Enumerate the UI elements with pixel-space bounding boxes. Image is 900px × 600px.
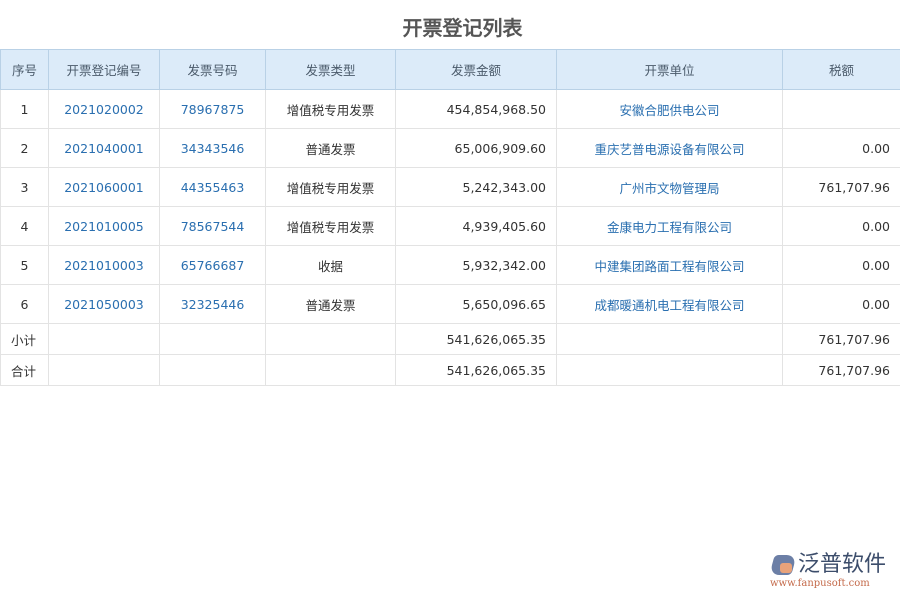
issuing-unit[interactable]: 重庆艺普电源设备有限公司 — [556, 128, 783, 168]
empty-cell — [48, 323, 160, 355]
invoice-amount: 5,932,342.00 — [395, 245, 557, 285]
register-number[interactable]: 2021040001 — [48, 128, 160, 168]
row-index: 1 — [0, 89, 49, 129]
tax-amount: 0.00 — [782, 284, 900, 324]
row-index: 4 — [0, 206, 49, 246]
issuing-unit[interactable]: 金康电力工程有限公司 — [556, 206, 783, 246]
empty-cell — [556, 354, 783, 386]
table-row[interactable]: 2 2021040001 34343546 普通发票 65,006,909.60 重庆艺普… — [0, 128, 900, 168]
invoice-number[interactable]: 65766687 — [159, 245, 266, 285]
total-tax: 761,707.96 — [782, 354, 900, 386]
invoice-number[interactable]: 32325446 — [159, 284, 266, 324]
table-row[interactable]: 3 2021060001 44355463 增值税专用发票 5,242,343.00 广州… — [0, 167, 900, 207]
column-header[interactable]: 开票登记编号 — [48, 49, 160, 90]
row-index: 3 — [0, 167, 49, 207]
invoice-number[interactable]: 78967875 — [159, 89, 266, 129]
register-number[interactable]: 2021010003 — [48, 245, 160, 285]
invoice-type: 普通发票 — [265, 128, 396, 168]
empty-cell — [159, 354, 266, 386]
logo-name: 泛普软件 — [798, 552, 887, 577]
table-row[interactable]: 5 2021010003 65766687 收据 5,932,342.00 中建集团路面工… — [0, 245, 900, 285]
invoice-number[interactable]: 78567544 — [159, 206, 266, 246]
column-header[interactable]: 发票金额 — [395, 49, 557, 90]
register-number[interactable]: 2021020002 — [48, 89, 160, 129]
invoice-number[interactable]: 44355463 — [159, 167, 266, 207]
issuing-unit[interactable]: 广州市文物管理局 — [556, 167, 783, 207]
register-number[interactable]: 2021050003 — [48, 284, 160, 324]
table-row[interactable]: 4 2021010005 78567544 增值税专用发票 4,939,405.60 金康… — [0, 206, 900, 246]
total-amount: 541,626,065.35 — [395, 354, 557, 386]
invoice-amount: 454,854,968.50 — [395, 89, 557, 129]
invoice-number[interactable]: 34343546 — [159, 128, 266, 168]
total-label: 合计 — [0, 354, 49, 386]
empty-cell — [159, 323, 266, 355]
tax-amount: 761,707.96 — [782, 167, 900, 207]
empty-cell — [556, 323, 783, 355]
subtotal-row: 小计 541,626,065.35 761,707.96 — [0, 323, 900, 355]
subtotal-amount: 541,626,065.35 — [395, 323, 557, 355]
tax-amount: 0.00 — [782, 206, 900, 246]
logo-url: www.fanpusoft.com — [770, 578, 870, 589]
issuing-unit[interactable]: 安徽合肥供电公司 — [556, 89, 783, 129]
invoice-type: 增值税专用发票 — [265, 167, 396, 207]
invoice-amount: 4,939,405.60 — [395, 206, 557, 246]
empty-cell — [265, 354, 396, 386]
tax-amount: 0.00 — [782, 245, 900, 285]
invoice-type: 普通发票 — [265, 284, 396, 324]
column-header[interactable]: 税额 — [782, 49, 900, 90]
invoice-table: 序号 开票登记编号 发票号码 发票类型 发票金额 开票单位 税额 1 2021020002 78… — [0, 49, 900, 386]
register-number[interactable]: 2021060001 — [48, 167, 160, 207]
column-header[interactable]: 发票类型 — [265, 49, 396, 90]
subtotal-tax: 761,707.96 — [782, 323, 900, 355]
fanpu-logo: 泛普软件 www.fanpusoft.com — [769, 552, 895, 589]
subtotal-label: 小计 — [0, 323, 49, 355]
row-index: 2 — [0, 128, 49, 168]
column-header[interactable]: 序号 — [0, 49, 49, 90]
tax-amount — [782, 89, 900, 129]
issuing-unit[interactable]: 中建集团路面工程有限公司 — [556, 245, 783, 285]
column-header[interactable]: 发票号码 — [159, 49, 266, 90]
invoice-amount: 65,006,909.60 — [395, 128, 557, 168]
invoice-amount: 5,650,096.65 — [395, 284, 557, 324]
total-row: 合计 541,626,065.35 761,707.96 — [0, 354, 900, 386]
page-title: 开票登记列表 — [402, 16, 523, 40]
table-row[interactable]: 1 2021020002 78967875 增值税专用发票 454,854,968.50… — [0, 89, 900, 129]
invoice-type: 收据 — [265, 245, 396, 285]
invoice-type: 增值税专用发票 — [265, 89, 396, 129]
table-row[interactable]: 6 2021050003 32325446 普通发票 5,650,096.65 成都暖通机… — [0, 284, 900, 324]
column-header[interactable]: 开票单位 — [556, 49, 783, 90]
row-index: 6 — [0, 284, 49, 324]
register-number[interactable]: 2021010005 — [48, 206, 160, 246]
tax-amount: 0.00 — [782, 128, 900, 168]
invoice-amount: 5,242,343.00 — [395, 167, 557, 207]
issuing-unit[interactable]: 成都暖通机电工程有限公司 — [556, 284, 783, 324]
empty-cell — [48, 354, 160, 386]
row-index: 5 — [0, 245, 49, 285]
empty-cell — [265, 323, 396, 355]
invoice-type: 增值税专用发票 — [265, 206, 396, 246]
